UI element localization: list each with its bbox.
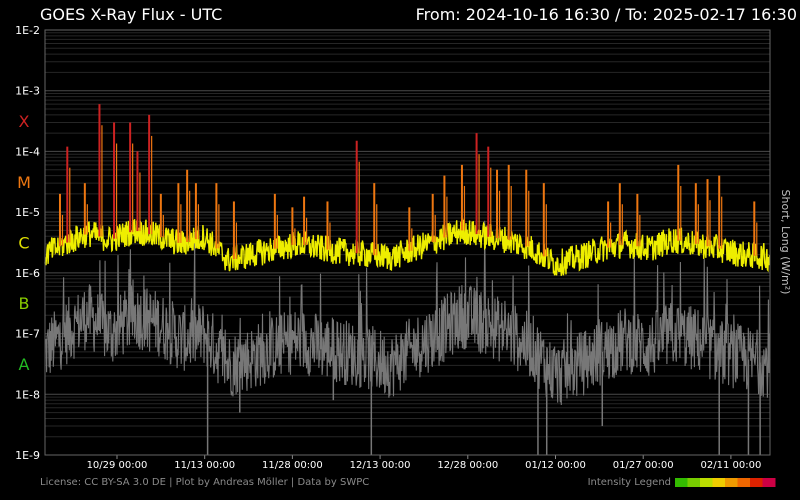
legend-swatch [675, 478, 688, 487]
x-tick-label: 10/29 00:00 [87, 460, 148, 471]
y-tick-label: 1E-6 [15, 267, 40, 280]
plot-frame [44, 29, 771, 456]
license-text: License: CC BY-SA 3.0 DE | Plot by Andre… [40, 477, 369, 488]
legend-swatch [737, 478, 751, 487]
legend-swatch [700, 478, 713, 487]
y-tick-label: 1E-4 [15, 145, 40, 158]
series-long-line [44, 218, 771, 276]
x-tick-label: 11/28 00:00 [262, 460, 323, 471]
x-tick-label: 01/27 00:00 [613, 460, 674, 471]
flare-class-labels: X M C B A [17, 112, 31, 374]
y-tick-label: 1E-5 [15, 206, 40, 219]
flare-class-label: C [18, 234, 29, 253]
legend-swatch [712, 478, 726, 487]
x-tick-label: 01/12 00:00 [525, 460, 586, 471]
x-tick-label: 11/13 00:00 [174, 460, 235, 471]
date-range: From: 2024-10-16 16:30 / To: 2025-02-17 … [416, 5, 797, 24]
y-tick-labels: 1E-2 1E-3 1E-4 1E-5 1E-6 1E-7 1E-8 1E-9 [15, 24, 40, 462]
y-axis-label: Short, Long (W/m²) [779, 190, 792, 295]
y-tick-label: 1E-2 [15, 24, 40, 37]
grid [45, 29, 770, 459]
y-tick-label: 1E-7 [15, 328, 40, 341]
series-short-line [44, 220, 771, 406]
flare-class-label: B [19, 294, 30, 313]
x-tick-label: 12/28 00:00 [437, 460, 498, 471]
plot-area [44, 104, 771, 455]
legend-swatch [687, 478, 701, 487]
y-tick-label: 1E-9 [15, 449, 40, 462]
legend-swatch [750, 478, 763, 487]
y-tick-label: 1E-8 [15, 388, 40, 401]
legend-swatch [725, 478, 738, 487]
flare-class-label: A [19, 355, 30, 374]
flare-class-label: M [17, 173, 31, 192]
intensity-legend [675, 478, 776, 487]
x-tick-label: 02/11 00:00 [700, 460, 761, 471]
legend-swatch [762, 478, 776, 487]
intensity-legend-label: Intensity Legend [588, 477, 671, 488]
y-tick-label: 1E-3 [15, 85, 40, 98]
x-tick-label: 12/13 00:00 [350, 460, 411, 471]
x-tick-labels: 10/29 00:00 11/13 00:00 11/28 00:00 12/13 0… [87, 460, 762, 471]
flare-class-label: X [19, 112, 30, 131]
chart-title: GOES X-Ray Flux - UTC [40, 5, 222, 24]
